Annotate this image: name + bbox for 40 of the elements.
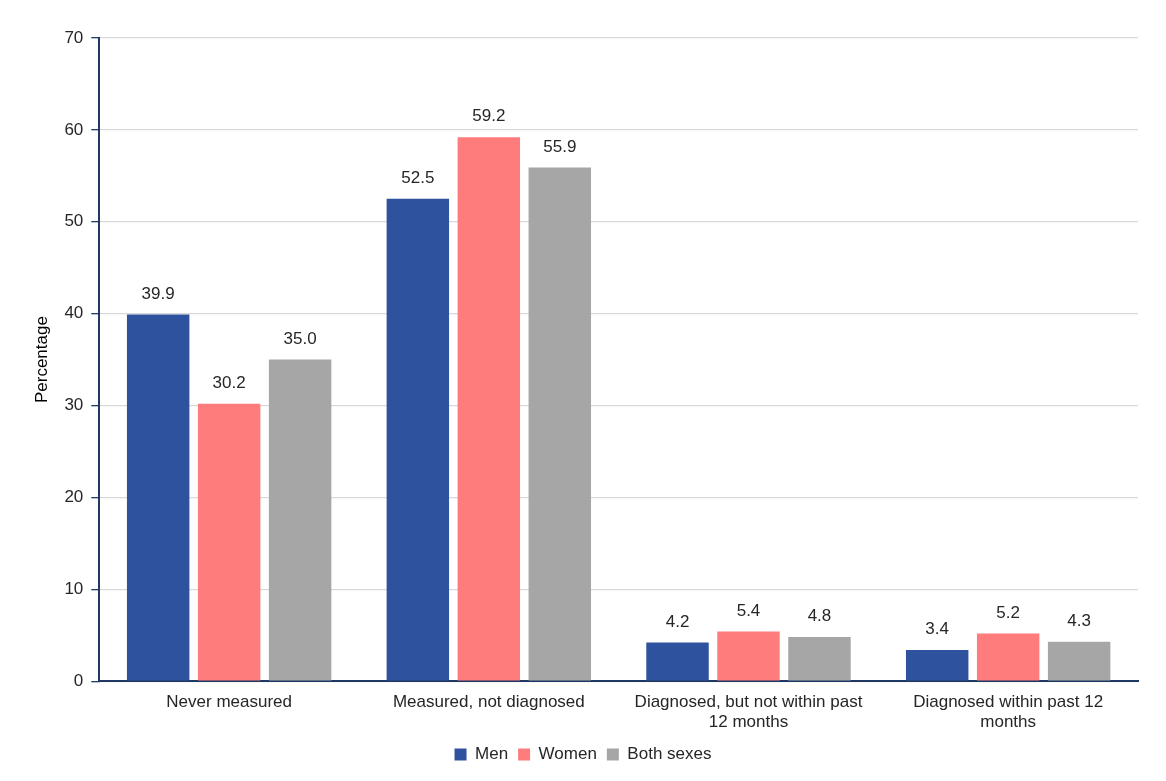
data-label: 5.2 [996,602,1020,622]
data-label: 39.9 [141,283,175,303]
y-tick-label: 20 [64,487,84,507]
data-label: 4.2 [665,611,690,631]
bar [788,637,851,681]
data-label: 3.4 [925,619,950,639]
data-label: 4.8 [807,606,832,626]
legend-label: Both sexes [627,744,712,764]
bar [457,137,521,681]
bar [905,649,969,681]
bar [717,631,780,681]
y-tick-label: 60 [64,119,84,139]
data-label: 5.4 [736,600,761,620]
data-label: 30.2 [212,372,246,392]
y-tick-label: 10 [64,579,84,598]
y-tick-label: 40 [64,303,84,323]
x-tick-label: Never measured [166,692,292,712]
bar [646,642,709,681]
bar [528,167,592,681]
data-label: 35.0 [283,328,317,348]
legend-label: Men [475,744,509,764]
data-label: 55.9 [543,136,577,156]
bar [126,314,190,681]
y-axis-title: Percentage [31,316,51,404]
data-label: 59.2 [472,106,506,126]
bar [386,198,450,681]
y-tick-label: 70 [64,27,84,47]
legend-label: Women [538,744,597,764]
bar [1047,641,1111,681]
data-label: 52.5 [401,167,435,187]
x-tick-label: Diagnosed within past 12 months [913,692,1104,732]
x-tick-label: Diagnosed, but not within past 12 months [634,692,863,732]
y-tick-label: 50 [64,211,84,231]
bar [268,359,332,681]
x-tick-label: Measured, not diagnosed [392,692,585,712]
y-tick-label: 30 [64,395,84,415]
bar [197,403,261,681]
y-tick-label: 0 [73,670,84,690]
data-label: 4.3 [1067,610,1091,630]
bar [976,633,1040,681]
